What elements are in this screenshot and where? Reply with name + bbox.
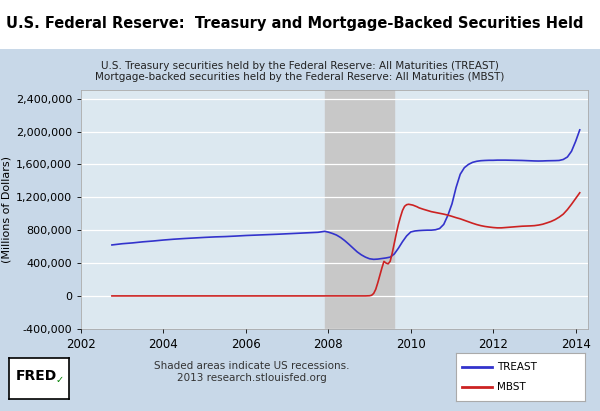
Text: U.S. Treasury securities held by the Federal Reserve: All Maturities (TREAST)
Mo: U.S. Treasury securities held by the Fed… [95, 60, 505, 82]
Y-axis label: (Millions of Dollars): (Millions of Dollars) [2, 156, 11, 263]
Text: FRED: FRED [16, 369, 58, 383]
Text: U.S. Federal Reserve:  Treasury and Mortgage-Backed Securities Held: U.S. Federal Reserve: Treasury and Mortg… [6, 16, 583, 31]
Text: Shaded areas indicate US recessions.
2013 research.stlouisfed.org: Shaded areas indicate US recessions. 201… [154, 361, 350, 383]
Text: ✓: ✓ [56, 375, 64, 385]
Bar [325, 90, 394, 329]
Text: MBST: MBST [497, 383, 526, 393]
Text: TREAST: TREAST [497, 362, 537, 372]
